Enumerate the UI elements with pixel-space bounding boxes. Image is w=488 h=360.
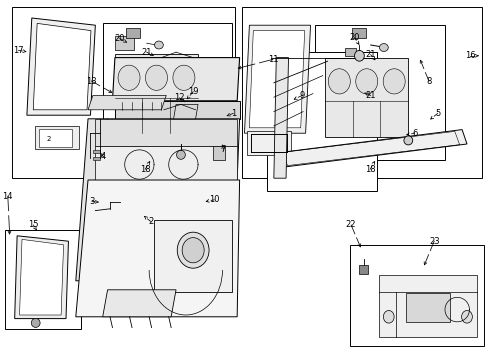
Text: 21: 21: [365, 50, 375, 59]
Ellipse shape: [154, 41, 163, 49]
Polygon shape: [88, 95, 166, 110]
Bar: [115, 54, 198, 133]
Ellipse shape: [327, 69, 349, 94]
Text: 10: 10: [208, 195, 219, 204]
Text: 18: 18: [364, 165, 375, 174]
Text: 4: 4: [101, 152, 106, 161]
Text: 11: 11: [267, 55, 278, 64]
Bar: [242, 7, 481, 178]
Text: 20: 20: [114, 34, 125, 43]
Polygon shape: [20, 239, 63, 315]
Text: 17: 17: [13, 46, 24, 55]
Bar: [102, 23, 232, 160]
Bar: [35, 126, 79, 149]
Bar: [39, 129, 72, 147]
Polygon shape: [95, 119, 237, 146]
Bar: [212, 146, 224, 160]
Bar: [325, 58, 407, 137]
Polygon shape: [95, 146, 237, 180]
Polygon shape: [95, 119, 239, 180]
Text: 14: 14: [2, 192, 13, 201]
Ellipse shape: [383, 69, 405, 94]
Polygon shape: [246, 131, 290, 155]
Text: 7: 7: [221, 145, 225, 154]
Ellipse shape: [182, 238, 204, 263]
Text: 12: 12: [174, 94, 184, 102]
Polygon shape: [27, 18, 95, 115]
Polygon shape: [154, 220, 232, 292]
Bar: [349, 245, 483, 346]
Text: 21: 21: [141, 48, 152, 57]
Ellipse shape: [145, 65, 167, 90]
Ellipse shape: [403, 136, 412, 145]
Ellipse shape: [173, 65, 195, 90]
Bar: [93, 150, 100, 153]
Bar: [126, 28, 140, 38]
Text: 16: 16: [464, 51, 475, 60]
Ellipse shape: [379, 44, 387, 51]
Polygon shape: [378, 275, 476, 337]
Bar: [315, 25, 444, 160]
Polygon shape: [249, 31, 304, 128]
Polygon shape: [76, 180, 239, 317]
Text: 20: 20: [348, 33, 359, 42]
Text: 13: 13: [86, 77, 97, 85]
Ellipse shape: [461, 310, 471, 323]
Polygon shape: [15, 236, 68, 319]
Bar: [12, 7, 234, 178]
Bar: [351, 28, 365, 38]
Text: 2: 2: [47, 136, 51, 141]
Polygon shape: [33, 23, 91, 110]
Polygon shape: [76, 119, 107, 281]
Text: 1: 1: [230, 109, 235, 118]
Text: 8: 8: [426, 77, 430, 85]
Text: 15: 15: [28, 220, 39, 230]
Text: 22: 22: [345, 220, 356, 230]
Polygon shape: [273, 58, 288, 178]
Polygon shape: [173, 104, 198, 119]
Polygon shape: [276, 130, 466, 167]
Ellipse shape: [354, 50, 364, 61]
Ellipse shape: [118, 65, 140, 90]
Bar: [266, 52, 376, 191]
Text: 9: 9: [299, 91, 304, 100]
Bar: [93, 157, 100, 160]
Text: 5: 5: [434, 109, 439, 118]
Ellipse shape: [31, 318, 40, 328]
Text: 21: 21: [365, 91, 375, 100]
Polygon shape: [102, 290, 176, 317]
Text: 18: 18: [140, 165, 150, 174]
Bar: [359, 265, 367, 274]
Bar: [405, 293, 449, 322]
Ellipse shape: [383, 310, 393, 323]
Ellipse shape: [177, 232, 209, 268]
Ellipse shape: [176, 150, 185, 159]
Text: 23: 23: [428, 237, 439, 246]
Bar: [115, 36, 134, 50]
Bar: [5, 230, 81, 329]
Bar: [344, 48, 355, 56]
Ellipse shape: [355, 69, 377, 94]
Text: 19: 19: [187, 87, 198, 96]
Text: 2: 2: [148, 217, 153, 226]
Polygon shape: [244, 25, 310, 133]
Text: 6: 6: [411, 129, 416, 138]
Polygon shape: [112, 58, 239, 101]
Text: 3: 3: [89, 197, 94, 206]
Polygon shape: [115, 101, 239, 119]
